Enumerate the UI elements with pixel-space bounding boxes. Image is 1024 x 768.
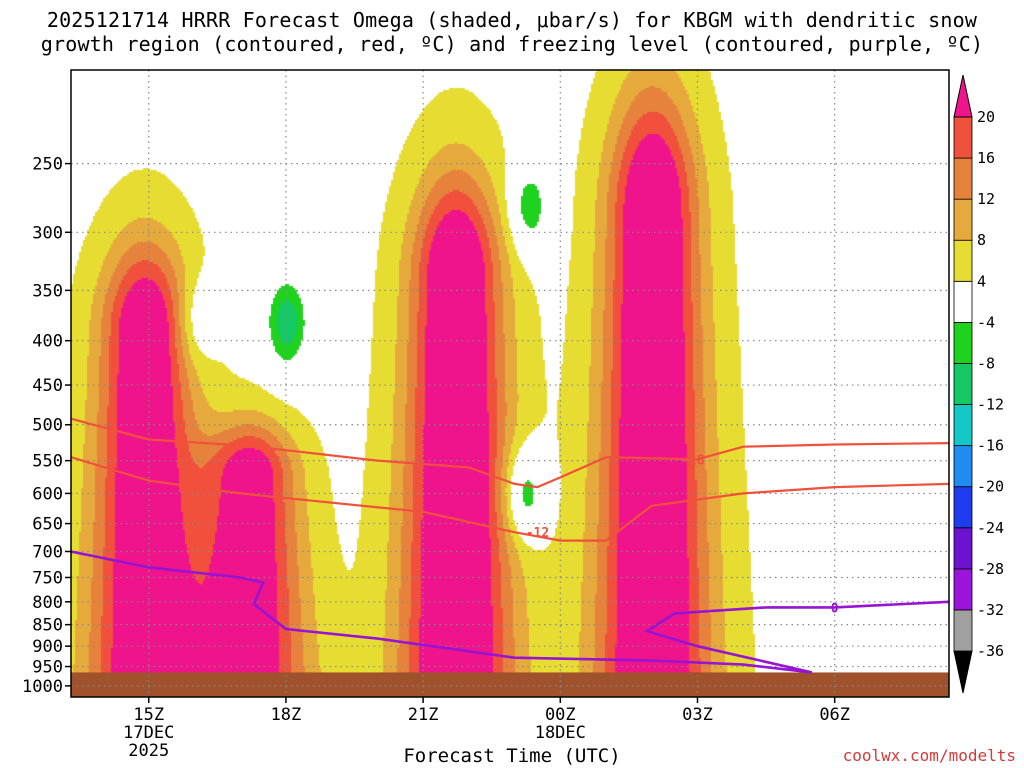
y-tick-label-700: 700 (32, 542, 63, 562)
colorbar-label--24: -24 (977, 519, 1004, 537)
contour-label-dgz_-18: -18 (681, 453, 705, 468)
colorbar-swatch--32 (953, 568, 973, 611)
y-tick-label-750: 750 (32, 568, 63, 588)
pressure-axis: 2503003504004505005506006507007508008509… (22, 155, 71, 697)
colorbar-swatch-16 (953, 116, 973, 159)
colorbar-swatch--4 (953, 280, 973, 323)
x-tick-label-03Z: 03Z (682, 705, 713, 725)
x-tick-label-21Z: 21Z (408, 705, 439, 725)
omega-raster (71, 70, 949, 697)
x-tick-label-00Z: 00Z (545, 705, 576, 725)
colorbar-label--16: -16 (977, 437, 1004, 455)
colorbar-label-20: 20 (977, 108, 995, 126)
y-tick-label-500: 500 (32, 416, 63, 436)
colorbar-swatch--24 (953, 486, 973, 529)
y-tick-label-400: 400 (32, 332, 63, 352)
colorbar-swatch--20 (953, 445, 973, 488)
colorbar-swatch--8 (953, 321, 973, 364)
chart-title-line2: growth region (contoured, red, ºC) and f… (40, 32, 984, 56)
x-tick-sublabel-17DEC: 17DEC (123, 723, 174, 743)
x-tick-sublabel-2025: 2025 (128, 741, 169, 761)
contour-lines: -12 -18 0 (71, 417, 949, 674)
y-tick-label-450: 450 (32, 376, 63, 396)
colorbar-swatch-4 (953, 239, 973, 282)
colorbar-label--4: -4 (977, 313, 995, 331)
plot-frame (70, 69, 950, 698)
x-tick-sublabel-18DEC: 18DEC (535, 723, 586, 743)
y-tick-label-800: 800 (32, 593, 63, 613)
colorbar-label--12: -12 (977, 396, 1004, 414)
y-tick-label-950: 950 (32, 658, 63, 678)
y-tick-label-600: 600 (32, 484, 63, 504)
chart-title-line1: 2025121714 HRRR Forecast Omega (shaded, … (46, 8, 978, 32)
y-tick-label-1000: 1000 (22, 677, 63, 697)
grid-lines (71, 70, 949, 697)
colorbar-swatch--12 (953, 363, 973, 405)
x-tick-label-15Z: 15Z (133, 705, 164, 725)
colorbar-label--36: -36 (977, 642, 1004, 660)
y-tick-label-850: 850 (32, 616, 63, 636)
colorbar-swatch--36 (953, 609, 973, 652)
colorbar-swatch--16 (953, 404, 973, 447)
colorbar-label-12: 12 (977, 190, 995, 208)
contour-dgz_-12 (71, 456, 949, 542)
colorbar-label-4: 4 (977, 272, 986, 290)
y-tick-label-300: 300 (32, 223, 63, 243)
colorbar-swatch-12 (953, 157, 973, 200)
contour-freezing_0 (71, 550, 949, 674)
y-tick-label-350: 350 (32, 281, 63, 301)
y-tick-label-900: 900 (32, 637, 63, 657)
x-tick-label-06Z: 06Z (819, 705, 850, 725)
contour-label-dgz_-12: -12 (526, 526, 549, 541)
colorbar-label-8: 8 (977, 231, 986, 249)
colorbar-label--32: -32 (977, 601, 1004, 619)
colorbar-label-16: 16 (977, 149, 995, 167)
contour-label-freezing_0: 0 (831, 601, 839, 616)
x-axis-label: Forecast Time (UTC) (403, 745, 621, 767)
y-tick-label-250: 250 (32, 155, 63, 175)
y-tick-label-650: 650 (32, 515, 63, 535)
colorbar-legend: -36 -32 -28 -24 -20 -16 -12 -8 -4 4 8 12 16 20 (953, 74, 1004, 694)
ground-fill (71, 672, 949, 697)
colorbar-max-triangle (953, 74, 973, 118)
colorbar-min-triangle (953, 650, 973, 694)
colorbar-label--8: -8 (977, 354, 995, 372)
colorbar-swatch--28 (953, 527, 973, 570)
source-credit: coolwx.com/modelts (842, 746, 1016, 765)
omega-shaded-field (71, 70, 949, 697)
ground-below-surface (71, 672, 949, 697)
colorbar-label--28: -28 (977, 560, 1004, 578)
y-tick-label-550: 550 (32, 452, 63, 472)
colorbar-label--20: -20 (977, 478, 1004, 496)
contour-dgz_-18 (71, 417, 949, 489)
x-tick-label-18Z: 18Z (271, 705, 302, 725)
colorbar-swatch-8 (953, 198, 973, 241)
